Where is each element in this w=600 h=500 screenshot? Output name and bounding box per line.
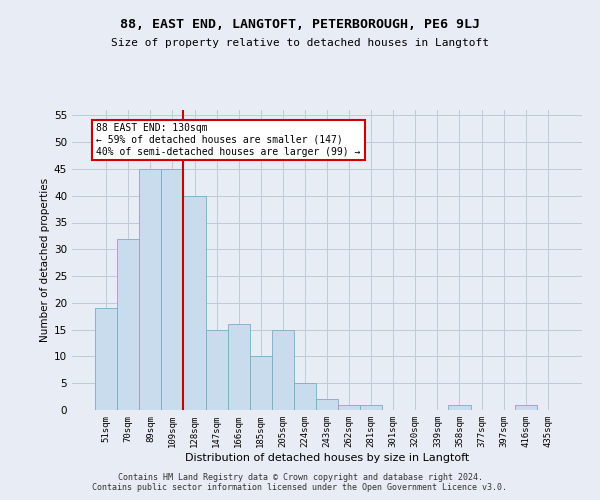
- Bar: [272, 330, 294, 410]
- Y-axis label: Number of detached properties: Number of detached properties: [40, 178, 50, 342]
- Bar: [117, 238, 139, 410]
- X-axis label: Distribution of detached houses by size in Langtoft: Distribution of detached houses by size …: [185, 452, 469, 462]
- Bar: [206, 330, 227, 410]
- Bar: [360, 404, 382, 410]
- Bar: [294, 383, 316, 410]
- Bar: [338, 404, 360, 410]
- Bar: [139, 169, 161, 410]
- Bar: [227, 324, 250, 410]
- Bar: [184, 196, 206, 410]
- Bar: [316, 400, 338, 410]
- Text: 88 EAST END: 130sqm
← 59% of detached houses are smaller (147)
40% of semi-detac: 88 EAST END: 130sqm ← 59% of detached ho…: [96, 124, 361, 156]
- Bar: [515, 404, 537, 410]
- Bar: [161, 169, 184, 410]
- Bar: [95, 308, 117, 410]
- Bar: [448, 404, 470, 410]
- Bar: [250, 356, 272, 410]
- Text: 88, EAST END, LANGTOFT, PETERBOROUGH, PE6 9LJ: 88, EAST END, LANGTOFT, PETERBOROUGH, PE…: [120, 18, 480, 30]
- Text: Size of property relative to detached houses in Langtoft: Size of property relative to detached ho…: [111, 38, 489, 48]
- Text: Contains HM Land Registry data © Crown copyright and database right 2024.
Contai: Contains HM Land Registry data © Crown c…: [92, 473, 508, 492]
